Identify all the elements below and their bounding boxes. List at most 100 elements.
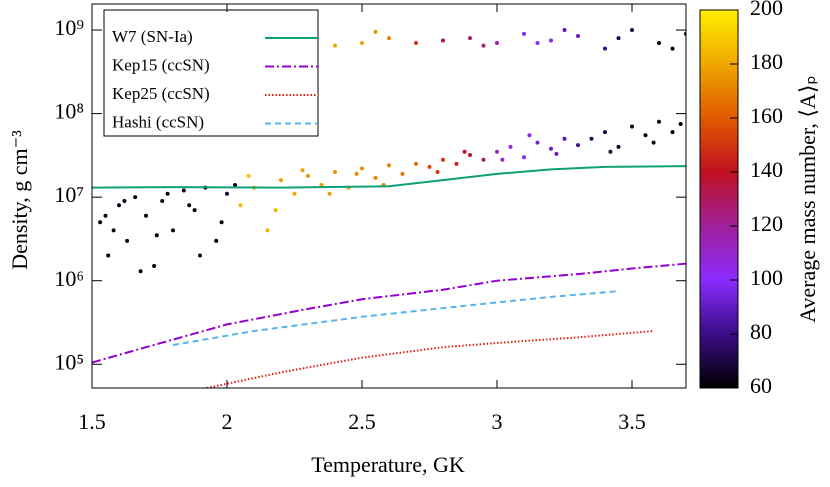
legend-label: Hashi (ccSN) xyxy=(112,112,204,131)
colorbar-tick-label: 160 xyxy=(750,103,783,128)
scatter-point xyxy=(144,213,148,218)
scatter-point xyxy=(576,33,580,38)
scatter-point xyxy=(181,188,186,193)
line-series xyxy=(92,165,686,189)
scatter-point xyxy=(373,175,378,180)
x-tick-label: 3.5 xyxy=(618,409,646,434)
scatter-point xyxy=(165,191,170,196)
scatter-point xyxy=(333,170,337,175)
line-series xyxy=(201,330,654,388)
scatter-point xyxy=(160,198,165,203)
legend-label: Kep25 (ccSN) xyxy=(112,84,210,103)
scatter-point xyxy=(154,233,159,238)
scatter-point xyxy=(454,161,459,166)
legend-label: W7 (SN-Ia) xyxy=(112,27,193,46)
scatter-point xyxy=(373,29,378,34)
scatter-point xyxy=(125,238,130,243)
scatter-point xyxy=(527,133,532,138)
scatter-point xyxy=(198,253,202,258)
scatter-point xyxy=(481,43,486,48)
scatter-point xyxy=(327,191,332,196)
scatter-point xyxy=(495,40,499,45)
scatter-point xyxy=(273,208,278,213)
scatter-point xyxy=(360,40,364,45)
scatter-point xyxy=(603,46,607,51)
scatter-point xyxy=(333,43,337,48)
scatter-point xyxy=(522,31,526,36)
line-series xyxy=(172,290,619,347)
scatter-point xyxy=(171,228,175,233)
scatter-point xyxy=(319,182,324,187)
scatter-point xyxy=(657,40,661,45)
scatter-point xyxy=(279,178,283,183)
scatter-point xyxy=(292,191,297,196)
y-tick-label: 10⁸ xyxy=(54,99,84,124)
scatter-point xyxy=(468,152,472,157)
colorbar-tick-label: 80 xyxy=(750,319,772,344)
scatter-point xyxy=(657,119,661,124)
x-tick-label: 1.5 xyxy=(78,409,106,434)
scatter-point xyxy=(103,213,108,218)
scatter-point xyxy=(265,228,270,233)
plot-frame xyxy=(91,3,687,389)
colorbar-tick-label: 200 xyxy=(750,0,783,20)
scatter-point xyxy=(111,228,116,233)
scatter-point xyxy=(535,40,540,45)
scatter-point xyxy=(117,203,121,208)
scatter-point xyxy=(562,136,567,141)
line-series xyxy=(92,262,686,364)
scatter-point xyxy=(562,28,567,33)
scatter-point xyxy=(435,170,440,175)
colorbar-tick-label: 180 xyxy=(750,49,783,74)
colorbar-label: Average mass number, ⟨A⟩ₚ xyxy=(795,75,820,323)
colorbar-tick-label: 100 xyxy=(750,265,783,290)
colorbar-tick-label: 120 xyxy=(750,211,783,236)
scatter-point xyxy=(300,168,305,173)
colorbar-tick-label: 140 xyxy=(750,157,783,182)
scatter-point xyxy=(678,122,683,127)
scatter-point xyxy=(670,130,675,135)
y-tick-label: 10⁵ xyxy=(54,349,84,374)
scatter-point xyxy=(133,195,138,200)
scatter-point xyxy=(187,203,192,208)
scatter-point xyxy=(549,38,553,43)
scatter-point xyxy=(495,149,499,154)
scatter-point xyxy=(214,238,219,243)
scatter-point xyxy=(225,191,229,196)
scatter-point xyxy=(138,269,143,274)
scatter-point xyxy=(387,163,391,168)
scatter-point xyxy=(219,220,224,225)
scatter-point xyxy=(616,36,621,41)
y-tick-label: 10⁶ xyxy=(54,266,84,291)
scatter-point xyxy=(152,264,157,269)
scatter-point xyxy=(427,164,432,169)
scatter-point xyxy=(554,151,559,156)
x-tick-label: 2 xyxy=(222,409,233,434)
scatter-point xyxy=(462,149,467,154)
scatter-point xyxy=(589,136,594,141)
scatter-point xyxy=(522,155,526,160)
x-tick-label: 3 xyxy=(492,409,503,434)
scatter-point xyxy=(535,140,540,145)
scatter-point xyxy=(360,166,364,171)
y-axis-label: Density, g cm⁻³ xyxy=(7,130,32,270)
scatter-point xyxy=(616,144,621,149)
scatter-point xyxy=(233,182,238,187)
scatter-point xyxy=(630,28,634,33)
scatter-point xyxy=(306,173,310,178)
scatter-point xyxy=(441,157,445,162)
scatter-point xyxy=(414,40,418,45)
legend-box xyxy=(103,9,319,137)
x-tick-label: 2.5 xyxy=(348,409,376,434)
scatter-point xyxy=(238,203,243,208)
scatter-point xyxy=(549,146,553,151)
y-tick-label: 10⁷ xyxy=(54,182,84,207)
scatter-point xyxy=(500,157,505,162)
colorbar xyxy=(699,9,739,389)
scatter-point xyxy=(608,149,613,154)
scatter-point xyxy=(576,143,580,148)
x-axis-label: Temperature, GK xyxy=(311,452,465,477)
scatter-point xyxy=(651,140,656,145)
scatter-point xyxy=(414,161,418,166)
